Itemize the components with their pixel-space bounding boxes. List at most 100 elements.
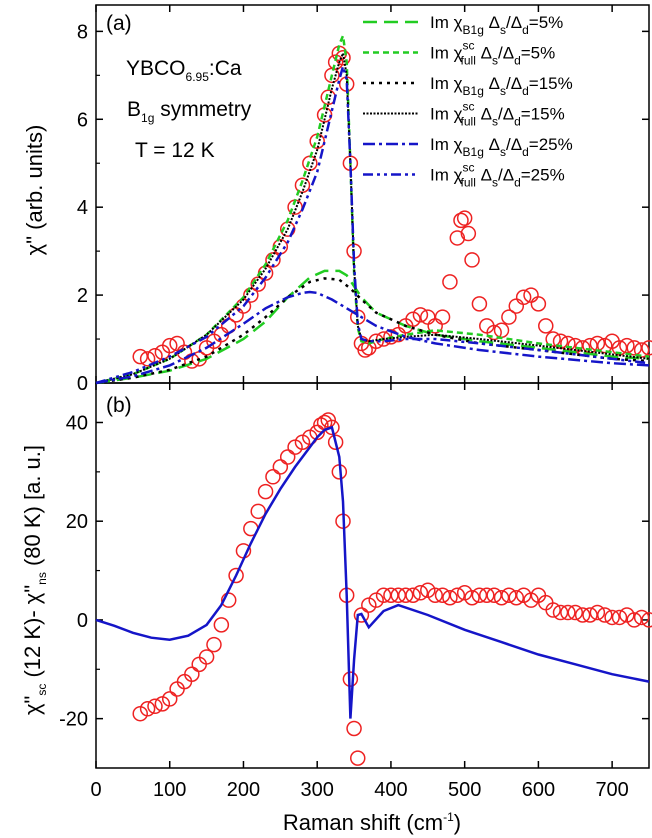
legend-entry: Im χB1g Δs/Δd=5% [430, 13, 563, 37]
data-point [456, 210, 473, 226]
data-point [545, 602, 561, 618]
y-tick-label: 4 [77, 197, 88, 219]
data-point [139, 351, 156, 367]
data-point [176, 673, 193, 690]
symmetry-annotation: B1g symmetry [127, 98, 252, 125]
y-tick-label: 0 [77, 610, 88, 632]
data-point [449, 230, 466, 246]
legend-entry: Im χsc full Δs/Δd=25% [430, 161, 565, 190]
data-point [589, 604, 606, 621]
x-tick-label: 0 [90, 779, 101, 801]
data-point [479, 587, 495, 603]
data-point [538, 594, 554, 611]
x-tick-label: 200 [227, 779, 260, 801]
panel-b-data-points [132, 412, 652, 766]
data-point [324, 419, 340, 436]
data-point [641, 612, 652, 628]
data-point [434, 309, 451, 325]
y-tick-label: 8 [77, 21, 88, 43]
data-point [493, 589, 510, 606]
data-point [619, 337, 635, 354]
data-point [641, 340, 652, 356]
data-point [574, 607, 591, 623]
data-point [397, 587, 414, 603]
data-point [169, 681, 185, 697]
data-point [597, 337, 613, 354]
model-curve [95, 61, 650, 385]
data-point [191, 656, 207, 673]
panel-a-y-ticks: 0 2 4 6 8 [77, 5, 649, 395]
data-point [597, 607, 613, 623]
data-point [228, 307, 244, 323]
y-tick-label: 0 [77, 373, 88, 395]
data-point [560, 604, 576, 621]
data-point [257, 483, 274, 500]
panel-b-frame [95, 382, 650, 769]
model-curve [95, 290, 650, 385]
data-point [250, 503, 266, 520]
data-point [198, 649, 215, 665]
data-point [302, 155, 318, 171]
x-tick-label: 400 [374, 779, 407, 801]
data-point [486, 324, 502, 341]
data-point [538, 318, 554, 334]
data-point [353, 607, 370, 623]
y-tick-label: -20 [59, 709, 88, 731]
x-tick-label: 500 [448, 779, 481, 801]
data-point [460, 225, 477, 242]
data-point [453, 212, 469, 229]
data-point [206, 636, 222, 653]
y-tick-label: 40 [66, 412, 88, 434]
panel-a-model-curves [95, 31, 650, 385]
data-point [412, 585, 429, 601]
data-point [567, 604, 584, 621]
legend-entry: Im χsc full Δs/Δd=15% [430, 100, 565, 129]
y-tick-label: 20 [66, 511, 88, 533]
data-point [604, 609, 620, 626]
data-point [427, 587, 443, 603]
panel-a-data-points [132, 45, 652, 369]
sample-annotation: YBCO6.95:Ca [126, 57, 242, 84]
model-curve [95, 31, 650, 385]
data-point [265, 469, 281, 485]
x-tick-label: 300 [301, 779, 334, 801]
data-point [501, 587, 517, 603]
x-axis-label: Raman shift (cm-1) [283, 810, 461, 835]
data-point [501, 309, 517, 325]
data-point [633, 609, 650, 626]
x-tick-label: 100 [153, 779, 186, 801]
data-point [161, 691, 178, 707]
data-point [442, 274, 458, 290]
data-point [508, 298, 525, 314]
data-point [515, 289, 532, 306]
fit-curve [95, 425, 650, 719]
model-curve [95, 269, 650, 385]
data-point [161, 337, 178, 354]
panel-b-fit-curve [95, 425, 650, 719]
data-point [228, 567, 244, 584]
data-point [508, 589, 525, 606]
data-point [449, 587, 466, 603]
data-point [184, 666, 200, 682]
data-point [250, 276, 266, 292]
model-curve [95, 277, 650, 385]
x-tick-label: 600 [522, 779, 555, 801]
data-point [405, 311, 421, 328]
data-point [327, 434, 344, 450]
data-point [530, 296, 547, 312]
data-point [464, 589, 480, 606]
data-point [213, 617, 230, 633]
data-point [272, 459, 289, 475]
x-tick-label: 700 [595, 779, 628, 801]
data-point [346, 720, 362, 737]
data-point [464, 252, 480, 268]
panel-b-y-ticks: -20 0 20 40 [59, 383, 649, 768]
y-tick-label: 2 [77, 285, 88, 307]
data-point [412, 307, 429, 323]
panel-a-label: (a) [106, 12, 132, 35]
data-point [139, 701, 156, 717]
model-curve [95, 49, 650, 384]
x-axis-ticks: 0 100 200 300 400 500 600 700 [90, 779, 628, 801]
temperature-annotation: T = 12 K [135, 139, 215, 162]
